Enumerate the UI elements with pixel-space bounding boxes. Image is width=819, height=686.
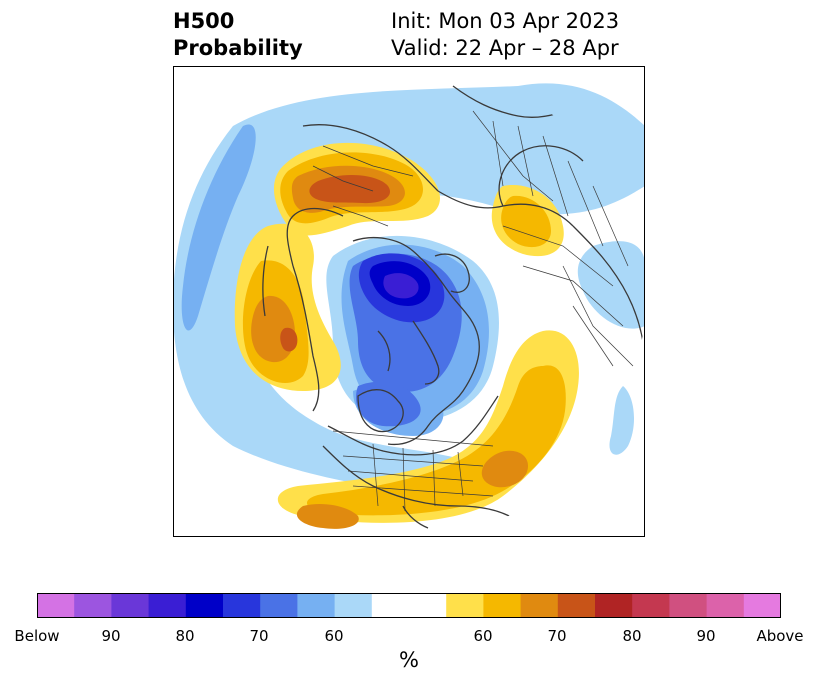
title-field-name: H500 (173, 9, 235, 33)
above-80-90-contours (280, 174, 391, 352)
colorbar-swatch (557, 593, 596, 618)
colorbar-swatch (595, 593, 633, 618)
colorbar-swatch (743, 593, 781, 618)
colorbar-swatch (520, 593, 559, 618)
colorbar-swatch (37, 593, 75, 618)
title-product-name: Probability (173, 36, 303, 60)
title-valid-range: Valid: 22 Apr – 28 Apr (391, 36, 619, 60)
colorbar-tick-label: 70 (547, 627, 567, 645)
colorbar-swatch (223, 593, 261, 618)
colorbar-swatch (632, 593, 670, 618)
colorbar-tick-label: Below (14, 627, 60, 645)
probability-map (173, 66, 645, 537)
country-borders (312, 110, 634, 512)
colorbar-tick-label: 80 (175, 627, 195, 645)
colorbar-swatch (74, 593, 112, 618)
colorbar (37, 593, 781, 618)
colorbar-swatch (185, 593, 224, 618)
colorbar-tick-label: 80 (622, 627, 642, 645)
colorbar-swatch (111, 593, 150, 618)
colorbar-swatch (483, 593, 522, 618)
colorbar-tick-label: 60 (473, 627, 493, 645)
colorbar-swatch (706, 593, 745, 618)
colorbar-tick-label: 90 (101, 627, 121, 645)
colorbar-unit-label: % (399, 648, 419, 672)
colorbar-swatch (148, 593, 187, 618)
colorbar-swatch (446, 593, 484, 618)
colorbar-swatch (260, 593, 298, 618)
title-init-date: Init: Mon 03 Apr 2023 (391, 9, 620, 33)
chart-title-right: Init: Mon 03 Apr 2023 Valid: 22 Apr – 28… (391, 8, 619, 62)
colorbar-swatch (334, 593, 373, 618)
colorbar-swatch (371, 593, 447, 618)
colorbar-swatch (669, 593, 708, 618)
colorbar-tick-label: 70 (249, 627, 269, 645)
chart-title-left: H500 Probability (173, 8, 303, 62)
colorbar-swatch (297, 593, 336, 618)
colorbar-tick-label: 90 (696, 627, 716, 645)
colorbar-tick-label: Above (756, 627, 804, 645)
colorbar-tick-label: 60 (324, 627, 344, 645)
colorbar-border (37, 593, 781, 618)
